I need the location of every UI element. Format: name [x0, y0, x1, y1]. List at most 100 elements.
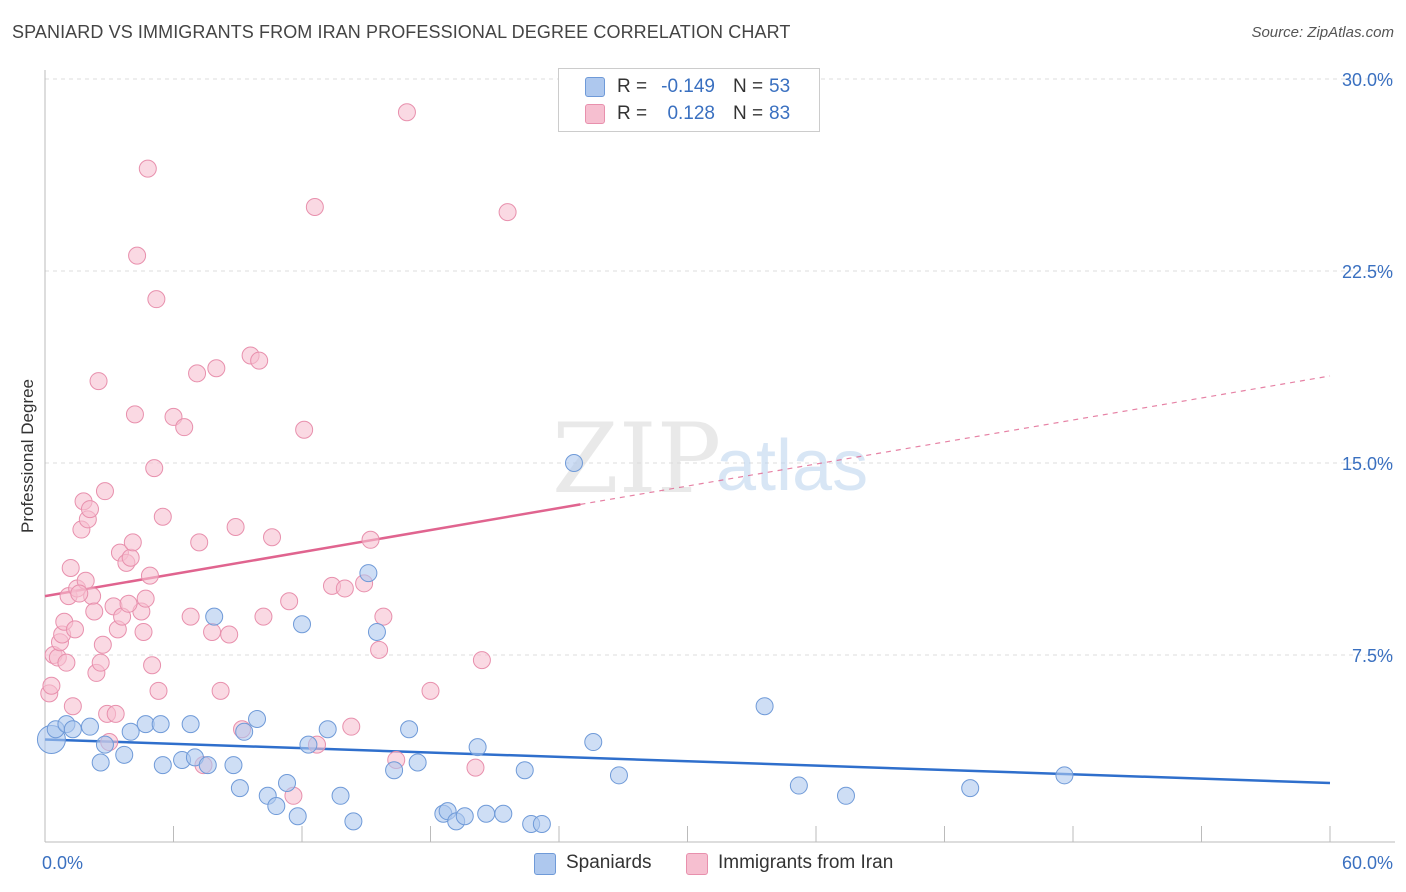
series-immigrants-from-iran: [40, 103, 517, 805]
legend-r-label: R =: [617, 103, 648, 124]
legend-swatch-blue: [585, 77, 605, 97]
data-point-spaniards: [494, 804, 513, 823]
data-point-iran: [91, 653, 110, 672]
data-point-iran: [140, 566, 159, 585]
trend-line-pink: [44, 503, 581, 598]
data-point-iran: [70, 584, 89, 603]
data-point-spaniards: [359, 564, 378, 583]
data-point-iran: [42, 676, 61, 695]
data-point-spaniards: [248, 710, 267, 728]
legend-row-spaniards: R = -0.149 N = 53: [559, 73, 819, 101]
legend-n-value: 53: [769, 76, 791, 97]
gridlines: [45, 78, 1395, 656]
data-point-spaniards: [95, 735, 114, 754]
legend-swatch-pink: [585, 104, 605, 124]
data-point-spaniards: [224, 756, 243, 775]
correlation-legend: R = -0.149 N = 53 R = 0.128 N = 83: [558, 68, 820, 132]
trend-line-blue: [44, 738, 1331, 785]
trend-line-extension-pink: [580, 375, 1331, 505]
data-point-spaniards: [400, 720, 419, 739]
data-point-spaniards: [153, 756, 172, 775]
data-point-spaniards: [91, 753, 110, 772]
data-point-iran: [119, 594, 138, 613]
legend-r-value: -0.149: [661, 76, 715, 97]
data-point-iran: [106, 704, 125, 723]
data-point-spaniards: [961, 779, 980, 798]
data-point-iran: [421, 681, 440, 700]
data-point-spaniards: [367, 622, 386, 641]
legend-n-label: N =: [733, 103, 764, 124]
data-point-spaniards: [267, 797, 286, 816]
data-point-spaniards: [515, 761, 534, 780]
data-point-iran: [175, 418, 194, 437]
data-point-spaniards: [532, 814, 551, 833]
data-point-iran: [181, 607, 200, 626]
data-point-spaniards: [293, 615, 311, 634]
y-axis-label: Professional Degree: [18, 378, 37, 534]
data-point-spaniards: [1055, 766, 1074, 785]
data-point-iran: [207, 359, 226, 378]
data-point-spaniards: [609, 766, 628, 785]
trend-lines: [44, 375, 1331, 785]
data-point-iran: [188, 364, 207, 383]
chart-title: SPANIARD VS IMMIGRANTS FROM IRAN PROFESS…: [12, 22, 791, 42]
data-point-spaniards: [455, 807, 474, 826]
data-point-iran: [305, 198, 324, 216]
data-point-iran: [145, 459, 164, 478]
data-point-iran: [203, 622, 222, 641]
data-point-spaniards: [121, 722, 140, 741]
data-point-iran: [342, 717, 361, 736]
data-point-spaniards: [181, 715, 200, 734]
data-point-iran: [370, 640, 389, 659]
legend-swatch-blue: [534, 853, 556, 875]
data-point-iran: [250, 351, 269, 370]
data-point-spaniards: [230, 779, 249, 798]
data-point-spaniards: [136, 715, 155, 734]
data-point-iran: [498, 203, 517, 222]
legend-row-iran: R = 0.128 N = 83: [559, 100, 819, 128]
data-point-iran: [147, 290, 166, 309]
data-point-iran: [138, 159, 157, 178]
data-point-iran: [190, 533, 209, 552]
data-point-spaniards: [288, 807, 307, 826]
legend-n-label: N =: [733, 76, 764, 97]
data-point-iran: [61, 558, 80, 577]
data-point-spaniards: [115, 745, 134, 764]
source-label: Source: ZipAtlas.com: [1251, 24, 1394, 41]
data-point-iran: [149, 681, 168, 700]
data-point-spaniards: [836, 786, 855, 805]
tick-labels: 7.5% 15.0% 22.5% 30.0% 0.0% 60.0%: [42, 70, 1393, 873]
data-point-iran: [143, 656, 162, 675]
data-point-spaniards: [344, 812, 363, 831]
series-spaniards: [36, 454, 1074, 833]
data-point-iran: [361, 530, 380, 549]
data-point-spaniards: [477, 804, 496, 823]
data-point-spaniards: [385, 761, 404, 780]
data-point-spaniards: [755, 697, 774, 716]
data-point-iran: [57, 653, 76, 672]
data-point-spaniards: [468, 738, 487, 757]
data-point-iran: [136, 589, 155, 608]
data-point-iran: [89, 372, 108, 391]
legend-label: Immigrants from Iran: [718, 852, 894, 873]
data-point-iran: [85, 602, 104, 621]
data-point-iran: [211, 681, 230, 700]
data-point-iran: [280, 592, 299, 611]
legend-swatch-pink: [686, 853, 708, 875]
data-point-spaniards: [318, 720, 337, 739]
data-point-spaniards: [198, 756, 217, 775]
y-tick-label: 22.5%: [1342, 262, 1393, 282]
data-point-iran: [65, 620, 84, 639]
data-point-spaniards: [408, 753, 427, 772]
data-point-iran: [335, 579, 354, 598]
x-tick-label: 60.0%: [1342, 853, 1393, 873]
data-point-iran: [95, 482, 114, 501]
legend-r-value: 0.128: [667, 103, 715, 124]
y-tick-label: 30.0%: [1342, 70, 1393, 90]
data-point-iran: [220, 625, 239, 644]
axes: [44, 70, 1395, 843]
data-point-spaniards: [235, 722, 254, 741]
y-tick-label: 7.5%: [1352, 646, 1393, 666]
